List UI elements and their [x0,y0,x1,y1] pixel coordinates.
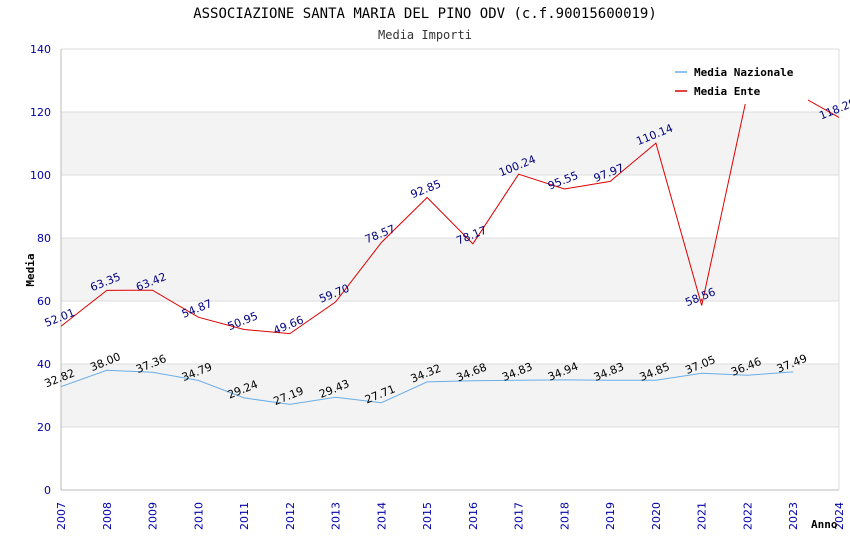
chart-title: ASSOCIAZIONE SANTA MARIA DEL PINO ODV (c… [193,6,657,22]
x-axis-label: Anno [811,518,838,531]
x-tick-label: 2008 [101,502,114,530]
y-tick-label: 60 [37,295,51,308]
x-tick-label: 2020 [650,502,663,530]
data-label: 92.85 [409,177,443,201]
grid-bands [61,112,839,427]
data-label: 52.01 [43,306,77,330]
series-line-media-ente [61,91,839,335]
x-tick-label: 2013 [330,502,343,530]
x-tick-label: 2017 [513,502,526,530]
series-lines [61,91,839,405]
y-tick-label: 140 [30,43,51,56]
x-tick-label: 2015 [421,502,434,530]
x-tick-label: 2016 [467,502,480,530]
x-tick-label: 2018 [558,502,571,530]
tick-labels: 0 20 40 60 80 100 120 140 2007 2008 2009 2010 2011 20… [30,43,846,530]
grid-band [61,238,839,301]
y-tick-label: 80 [37,232,51,245]
gridlines [61,48,839,491]
chart-subtitle: Media Importi [378,28,472,42]
x-tick-label: 2023 [787,502,800,530]
y-tick-label: 120 [30,106,51,119]
x-tick-label: 2024 [833,502,846,530]
series-line-media-nazionale [61,369,794,405]
legend: Media Nazionale Media Ente [668,60,808,104]
y-tick-label: 100 [30,169,51,182]
legend-entry: Media Ente [694,85,761,98]
x-tick-label: 2009 [147,502,160,530]
grid-band [61,112,839,175]
y-tick-label: 40 [37,358,51,371]
y-tick-label: 20 [37,421,51,434]
legend-entry: Media Nazionale [694,66,794,79]
x-tick-label: 2011 [238,502,251,530]
x-tick-label: 2010 [192,502,205,530]
grid-band [61,364,839,427]
x-tick-label: 2012 [284,502,297,530]
y-tick-label: 0 [44,484,51,497]
x-tick-label: 2014 [375,502,388,530]
legend-box [668,60,808,104]
y-axis-label: Media [24,253,37,286]
axes [60,49,840,491]
x-tick-label: 2007 [55,502,68,530]
x-tick-label: 2019 [604,502,617,530]
x-tick-label: 2022 [741,502,754,530]
x-tick-label: 2021 [696,502,709,530]
